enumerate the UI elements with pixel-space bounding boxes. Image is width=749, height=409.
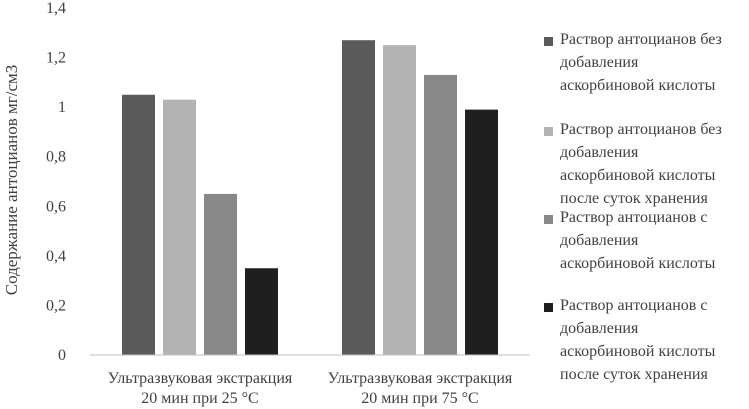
y-tick-label: 0,6 (46, 198, 66, 215)
y-tick-label: 1 (58, 99, 66, 116)
y-tick-label: 1,2 (46, 50, 66, 67)
bar (383, 45, 416, 356)
legend-label: Раствор антоцианов без добавления аскорб… (560, 121, 722, 207)
legend-label: Раствор антоцианов с добавления аскорбин… (560, 297, 716, 383)
y-axis-ticks: 0 0,2 0,4 0,6 0,8 1 1,2 1,4 (46, 0, 66, 364)
y-tick-label: 0,2 (46, 297, 66, 314)
bar (245, 268, 278, 355)
legend-label: Раствор антоцианов с добавления аскорбин… (560, 209, 716, 272)
bar (122, 94, 155, 355)
bar (465, 109, 498, 355)
x-tick-label: 20 мин при 25 °С (141, 390, 258, 407)
legend-swatch (544, 37, 553, 46)
bar (424, 74, 457, 356)
y-tick-label: 1,4 (46, 0, 66, 17)
y-tick-label: 0 (58, 347, 66, 364)
x-tick-label: 20 мин при 75 °С (361, 390, 478, 407)
x-axis-labels: Ультразвуковая экстракция 20 мин при 25 °… (108, 370, 513, 407)
legend-swatch (544, 303, 553, 312)
bar (163, 99, 196, 355)
legend-swatch (544, 215, 553, 224)
bar (342, 40, 375, 355)
x-tick-label: Ультразвуковая экстракция (108, 370, 293, 387)
y-tick-label: 0,8 (46, 149, 66, 166)
bar (204, 193, 237, 355)
x-tick-label: Ультразвуковая экстракция (328, 370, 513, 387)
legend-label: Раствор антоцианов без добавления аскорб… (560, 31, 722, 94)
y-axis-title: Содержание антоцианов мг/см3 (2, 65, 21, 296)
y-tick-label: 0,4 (46, 248, 66, 265)
bars (122, 40, 498, 356)
legend-swatch (544, 127, 553, 136)
